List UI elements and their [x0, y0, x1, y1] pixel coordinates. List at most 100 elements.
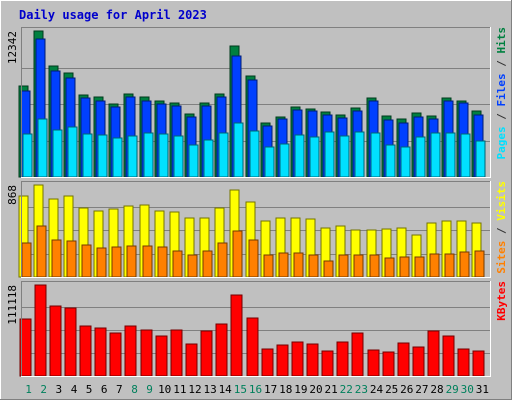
bar-sites-day-2	[36, 225, 47, 278]
legend-entry: /	[495, 54, 508, 74]
legend-entry: Hits	[495, 27, 508, 54]
bar-kbytes-day-17	[261, 348, 274, 377]
panel-top: 12342 Pages / Files / Hits	[6, 27, 508, 178]
bar-pages-day-30	[460, 133, 471, 178]
bar-pages-day-21	[324, 131, 335, 178]
bar-sites-day-30	[459, 251, 470, 278]
bar-sites-day-26	[399, 256, 410, 278]
chart-title: Daily usage for April 2023	[19, 8, 207, 22]
x-tick-label-7: 7	[116, 383, 123, 396]
bar-sites-day-4	[66, 240, 77, 278]
x-tick-label-31: 31	[476, 383, 489, 396]
bar-kbytes-day-14	[215, 323, 228, 377]
bar-pages-day-19	[294, 134, 305, 178]
bar-pages-day-20	[309, 136, 320, 178]
chart-panels: 12342 Pages / Files / Hits 868 Sites / Visi…	[6, 27, 508, 377]
x-tick-label-28: 28	[430, 383, 443, 396]
x-tick-label-4: 4	[71, 383, 78, 396]
bar-pages-day-23	[354, 131, 365, 178]
x-tick-label-19: 19	[294, 383, 307, 396]
bar-pages-day-11	[173, 135, 184, 178]
bar-kbytes-day-7	[109, 332, 122, 377]
x-tick-label-2: 2	[40, 383, 47, 396]
bar-sites-day-7	[111, 246, 122, 278]
x-tick-label-13: 13	[203, 383, 216, 396]
bar-sites-day-10	[157, 246, 168, 278]
bar-kbytes-day-16	[246, 317, 259, 377]
bar-pages-day-24	[370, 132, 381, 178]
bar-kbytes-day-20	[306, 343, 319, 377]
bar-pages-day-5	[82, 133, 93, 178]
x-tick-label-25: 25	[385, 383, 398, 396]
bar-kbytes-day-5	[79, 325, 92, 377]
bar-pages-day-3	[52, 129, 63, 178]
y-axis-max-label: 12342	[6, 31, 19, 64]
y-axis-max-label: 868	[6, 185, 19, 205]
x-tick-label-23: 23	[355, 383, 368, 396]
bar-sites-day-17	[263, 254, 274, 278]
bar-sites-day-24	[369, 254, 380, 278]
bar-pages-day-6	[97, 134, 108, 178]
bar-sites-day-23	[353, 254, 364, 278]
bar-kbytes-day-25	[382, 351, 395, 377]
bar-sites-day-14	[217, 242, 228, 278]
x-tick-label-18: 18	[279, 383, 292, 396]
bar-sites-day-3	[51, 239, 62, 278]
x-tick-label-12: 12	[188, 383, 201, 396]
bar-sites-day-13	[202, 250, 213, 278]
x-tick-label-5: 5	[86, 383, 93, 396]
bar-pages-day-15	[233, 122, 244, 178]
panel-legend: Sites / Visits	[495, 181, 508, 274]
x-tick-label-22: 22	[340, 383, 353, 396]
bar-pages-day-25	[385, 144, 396, 178]
bar-pages-day-13	[203, 139, 214, 178]
x-tick-label-11: 11	[173, 383, 186, 396]
bar-kbytes-day-4	[64, 307, 77, 377]
panel-middle: 868 Sites / Visits	[6, 181, 508, 278]
y-axis-max-label: 111118	[6, 285, 19, 325]
bar-sites-day-27	[414, 256, 425, 278]
bar-kbytes-day-19	[291, 341, 304, 377]
x-tick-label-8: 8	[131, 383, 138, 396]
legend-entry: Visits	[495, 181, 508, 221]
bar-kbytes-day-8	[124, 325, 137, 377]
bar-pages-day-1	[22, 133, 33, 178]
legend-entry: /	[495, 221, 508, 241]
x-tick-label-16: 16	[249, 383, 262, 396]
legend-entry: Files	[495, 73, 508, 106]
panel-legend: KBytes	[495, 281, 508, 321]
x-tick-label-6: 6	[101, 383, 108, 396]
bar-sites-day-18	[278, 252, 289, 278]
panel-legend: Pages / Files / Hits	[495, 27, 508, 160]
bar-kbytes-day-18	[276, 344, 289, 377]
bar-sites-day-31	[474, 250, 485, 278]
bar-kbytes-day-13	[200, 330, 213, 377]
x-tick-label-10: 10	[158, 383, 171, 396]
bar-kbytes-day-24	[367, 349, 380, 377]
x-axis-labels: 1 2 3 4 5 6 7 8 9 10 11 12 13 14 15 16 17 18 19 20 21 22 23 24 2…	[25, 383, 489, 396]
bar-kbytes-day-26	[397, 342, 410, 377]
bar-sites-day-1	[21, 242, 32, 278]
bar-kbytes-day-3	[49, 305, 62, 377]
bar-pages-day-8	[127, 135, 138, 178]
bar-sites-day-20	[308, 254, 319, 278]
legend-entry: Pages	[495, 126, 508, 159]
bar-kbytes-day-10	[155, 335, 168, 377]
bar-pages-day-22	[339, 135, 350, 178]
bar-kbytes-day-30	[457, 348, 470, 377]
x-tick-label-27: 27	[415, 383, 428, 396]
bar-pages-day-26	[400, 146, 411, 178]
bar-kbytes-day-22	[336, 341, 349, 377]
x-tick-label-21: 21	[324, 383, 337, 396]
bar-pages-day-4	[67, 126, 78, 178]
bar-pages-day-28	[430, 132, 441, 178]
bar-kbytes-day-21	[321, 350, 334, 377]
bar-sites-day-15	[232, 230, 243, 278]
bar-pages-day-27	[415, 136, 426, 178]
bar-kbytes-day-12	[185, 343, 198, 377]
x-tick-label-30: 30	[461, 383, 474, 396]
bar-sites-day-29	[444, 253, 455, 278]
bar-sites-day-5	[81, 244, 92, 278]
